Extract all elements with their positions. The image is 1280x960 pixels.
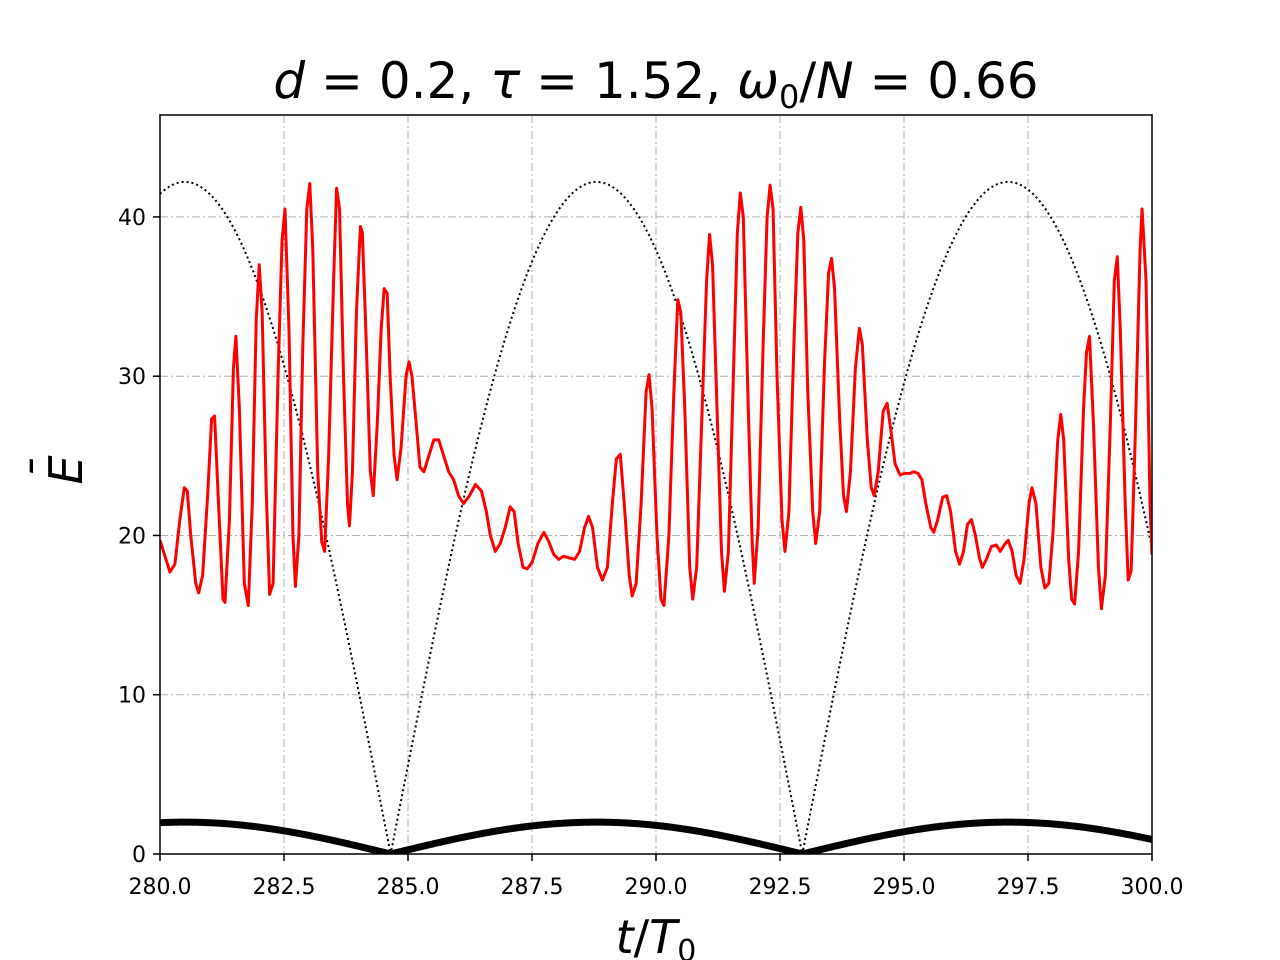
chart-title: d = 0.2, τ = 1.52, ω0/N = 0.66 — [273, 52, 1038, 116]
x-tick-label: 280.0 — [129, 875, 192, 900]
x-axis-label-slash: / — [634, 910, 650, 960]
x-axis-label-t: t — [616, 910, 636, 960]
title-slash: / — [799, 52, 816, 110]
title-omega-denominator: N — [816, 52, 853, 110]
x-tick-label: 295.0 — [873, 875, 936, 900]
x-tick-label: 287.5 — [501, 875, 564, 900]
series-line-solid — [160, 818, 1152, 854]
title-d-symbol: d — [273, 52, 305, 110]
x-tick-label: 282.5 — [253, 875, 316, 900]
y-tick-label: 20 — [118, 524, 146, 549]
y-tick-label: 30 — [118, 365, 146, 390]
title-omega-symbol: ω — [737, 52, 779, 110]
x-axis-label: t/T0 — [616, 910, 697, 960]
title-tau-symbol: τ — [490, 52, 521, 110]
title-d-value: 0.2 — [379, 52, 459, 110]
y-axis-ticks: 0 10 20 30 40 — [118, 206, 160, 868]
x-tick-label: 290.0 — [625, 875, 688, 900]
x-tick-label: 297.5 — [997, 875, 1060, 900]
y-axis-label-E: E — [39, 455, 93, 484]
y-axis-label: E ¯ — [21, 455, 93, 484]
x-tick-label: 300.0 — [1121, 875, 1184, 900]
y-tick-label: 40 — [118, 206, 146, 231]
title-omega-subscript: 0 — [779, 78, 799, 116]
title-omega-value: 0.66 — [927, 52, 1038, 110]
title-tau-value: 1.52 — [594, 52, 705, 110]
title-eq-1: = — [305, 52, 379, 110]
x-tick-label: 292.5 — [749, 875, 812, 900]
series-line-solid — [160, 181, 1152, 611]
title-sep-2: , — [705, 52, 737, 110]
title-eq-2: = — [520, 52, 594, 110]
x-axis-label-T: T — [649, 910, 681, 960]
series-layer — [160, 180, 1152, 854]
title-sep-1: , — [458, 52, 490, 110]
x-tick-label: 285.0 — [377, 875, 440, 900]
y-tick-label: 10 — [118, 684, 146, 709]
x-axis-ticks: 280.0 282.5 285.0 287.5 290.0 292.5 295.0 297.5… — [129, 854, 1184, 900]
title-eq-3: = — [854, 52, 928, 110]
y-axis-label-bar: ¯ — [21, 459, 75, 482]
x-axis-label-subscript: 0 — [677, 934, 696, 960]
y-tick-label: 0 — [132, 843, 146, 868]
